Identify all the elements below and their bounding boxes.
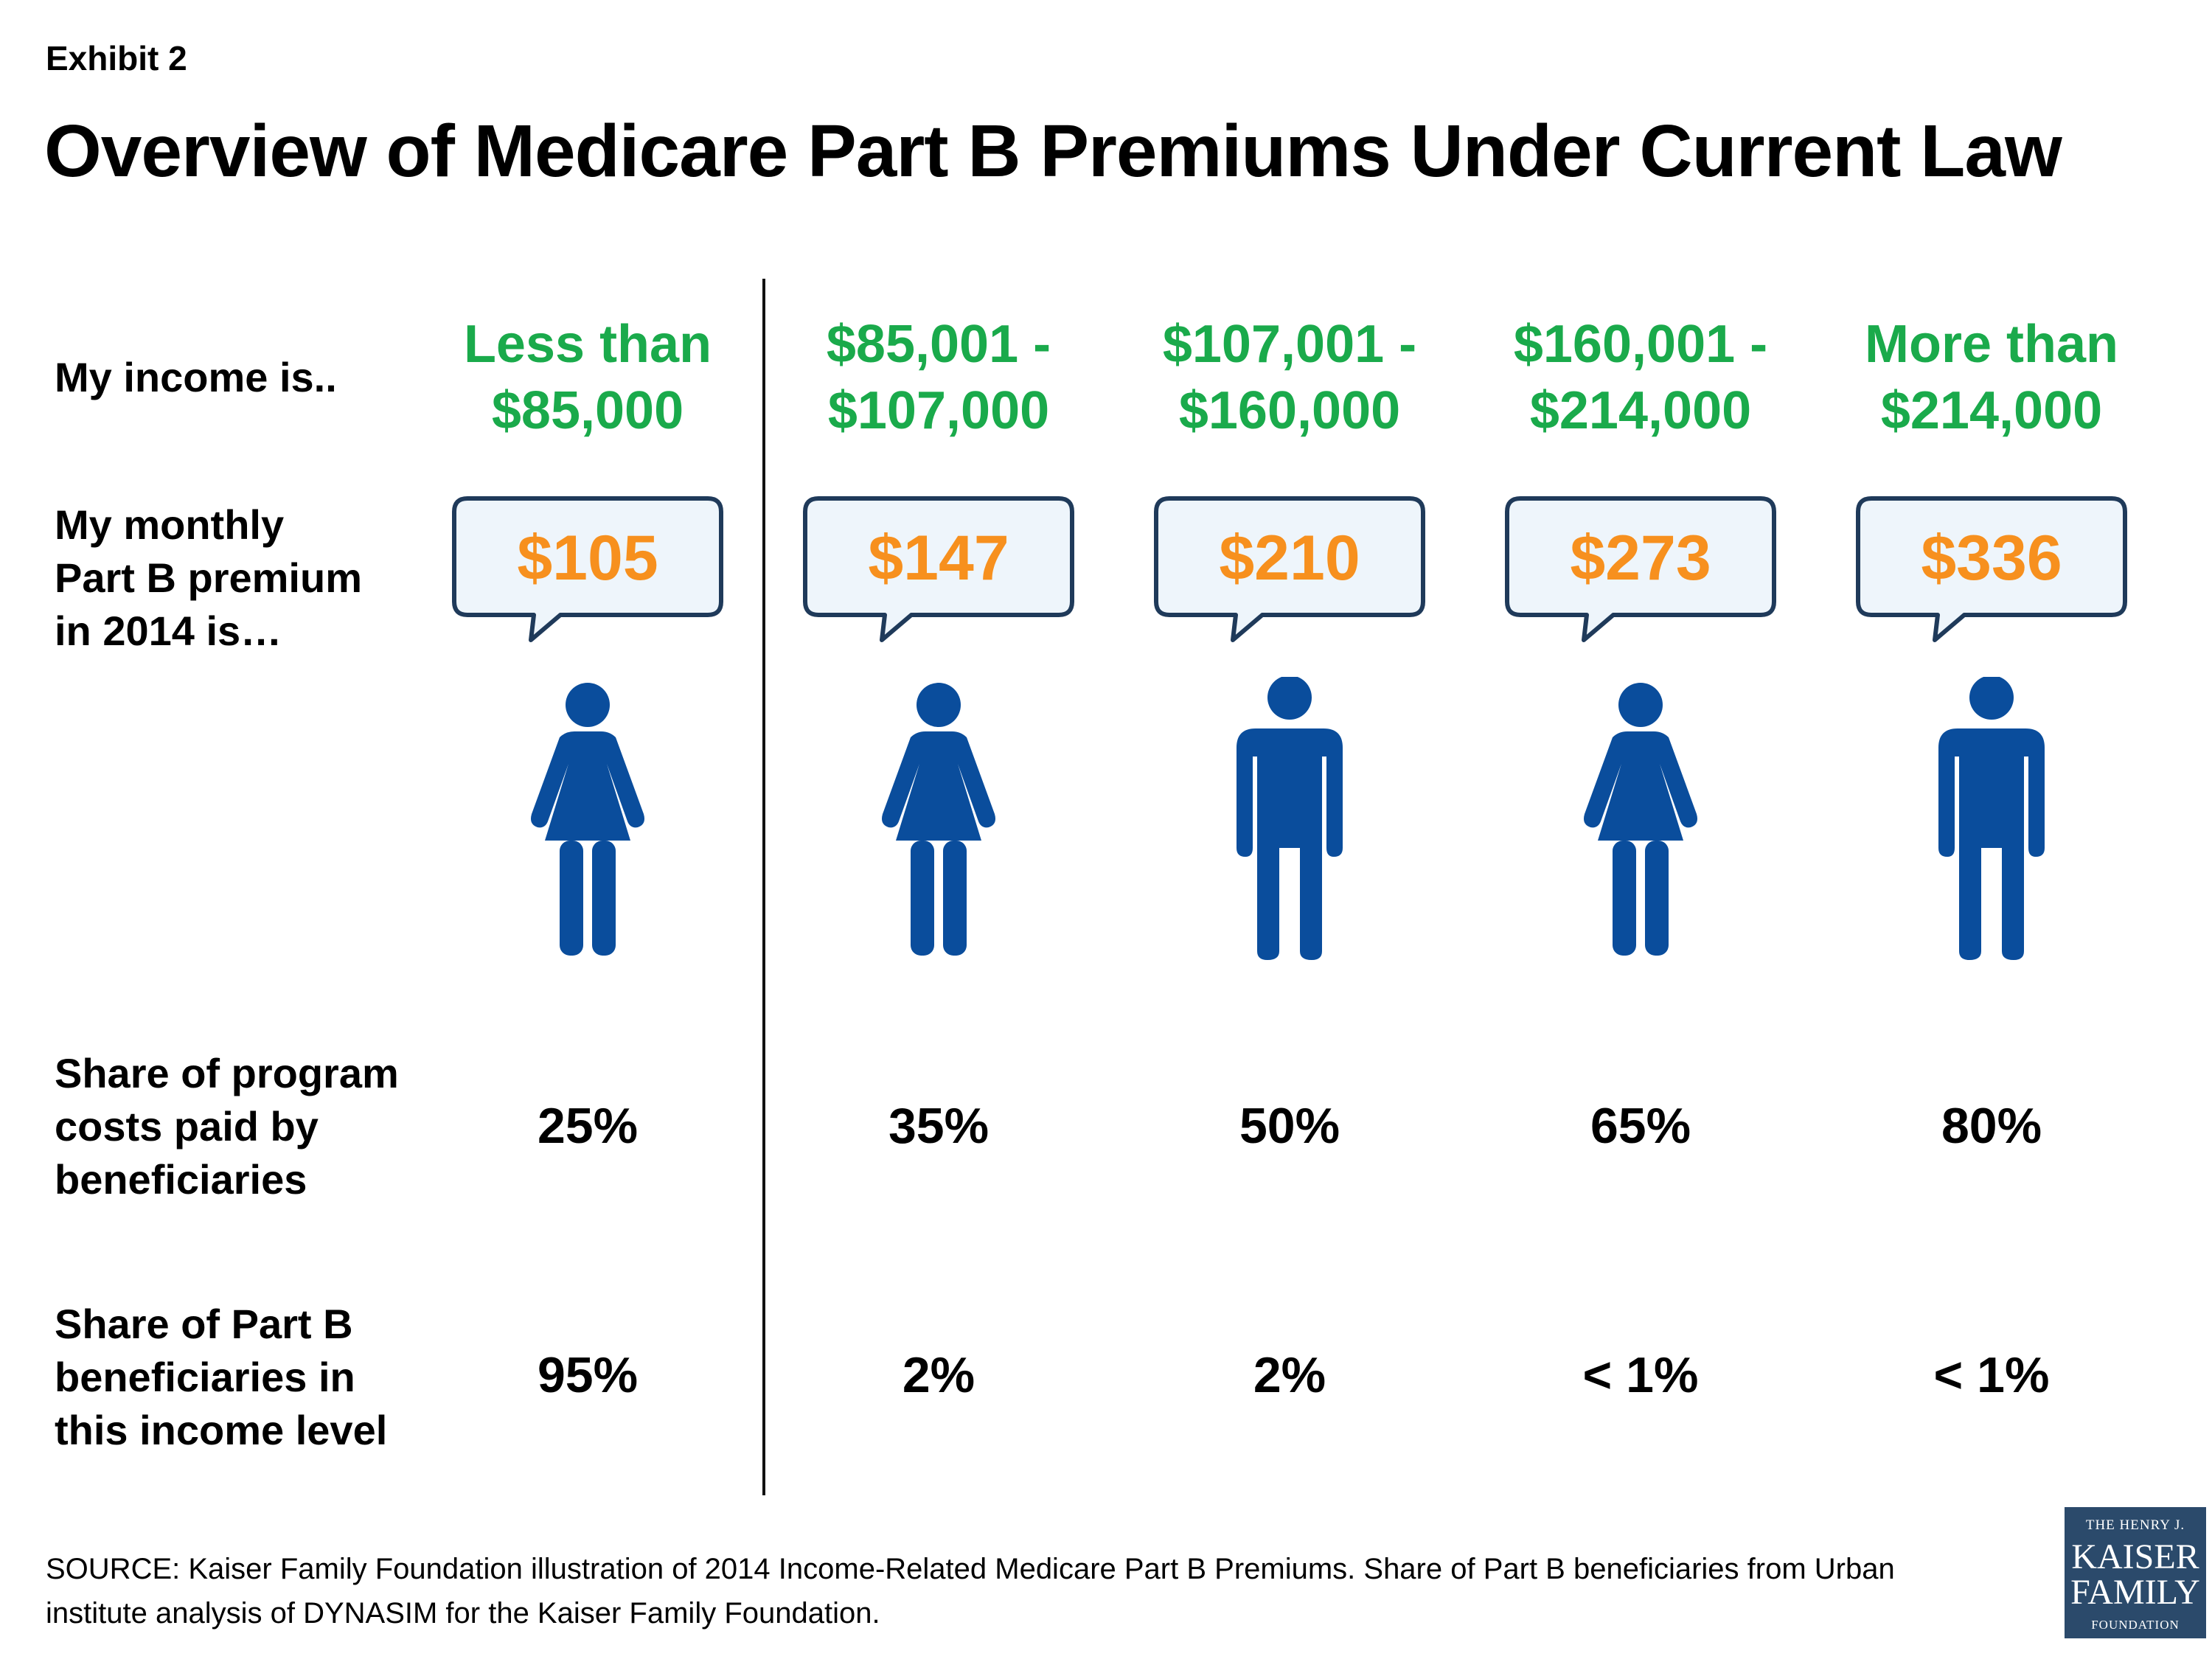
program-cost-share: 80% [1941,1098,2042,1154]
column-divider [762,279,765,1495]
premium-amount: $147 [868,523,1009,594]
income-range-line: $85,001 - [826,315,1051,374]
logo-line: FAMILY [2070,1573,2200,1612]
row-label-program-costs-line: beneficiaries [55,1156,307,1203]
income-range-line: $85,000 [491,381,684,440]
row-label-program-costs: Share of program costs paid by beneficia… [55,1047,399,1206]
income-range-line: $214,000 [1880,381,2103,440]
exhibit-label: Exhibit 2 [46,39,187,77]
row-label-program-costs-line: Share of program [55,1050,399,1096]
woman-icon [514,677,661,964]
premium-amount: $210 [1219,523,1360,594]
beneficiary-share: < 1% [1933,1347,2050,1403]
beneficiary-share: 2% [1253,1347,1326,1403]
program-cost-share: 35% [888,1098,990,1154]
row-label-income: My income is.. [55,354,337,400]
program-cost-share: 25% [537,1098,639,1154]
man-icon [1918,675,2065,964]
row-label-beneficiaries-line: this income level [55,1407,388,1453]
income-range-label: $160,001 - $214,000 [1467,311,1814,444]
income-range-line: $160,000 [1178,381,1401,440]
woman-icon [1567,677,1714,964]
woman-icon [865,677,1012,964]
man-icon [1216,675,1363,964]
program-cost-share: 65% [1590,1098,1691,1154]
logo-line: THE HENRY J. [2085,1517,2185,1533]
kff-logo: THE HENRY J. KAISER FAMILY FOUNDATION [2065,1507,2206,1638]
row-label-premium-line: in 2014 is… [55,608,282,654]
row-label-beneficiaries-line: beneficiaries in [55,1354,355,1400]
income-range-label: Less than $85,000 [414,311,761,444]
premium-speech-bubble: $105 [451,495,724,658]
premium-speech-bubble: $147 [802,495,1075,658]
row-label-beneficiaries: Share of Part B beneficiaries in this in… [55,1298,387,1457]
row-label-program-costs-line: costs paid by [55,1103,319,1150]
beneficiary-share: 2% [902,1347,975,1403]
premium-amount: $336 [1921,523,2062,594]
premium-speech-bubble: $336 [1855,495,2128,658]
income-range-line: More than [1864,315,2118,374]
premium-speech-bubble: $210 [1153,495,1426,658]
income-range-line: $214,000 [1529,381,1752,440]
income-range-line: $107,001 - [1162,315,1417,374]
income-range-line: $107,000 [827,381,1050,440]
income-range-label: $85,001 - $107,000 [765,311,1112,444]
row-label-premium: My monthly Part B premium in 2014 is… [55,498,362,658]
source-note: SOURCE: Kaiser Family Foundation illustr… [46,1553,1895,1630]
program-cost-share: 50% [1239,1098,1340,1154]
row-label-premium-line: My monthly [55,501,285,548]
beneficiary-share: < 1% [1582,1347,1699,1403]
premium-amount: $273 [1570,523,1711,594]
premium-speech-bubble: $273 [1504,495,1777,658]
premium-amount: $105 [517,523,658,594]
logo-line: KAISER [2071,1537,2199,1576]
income-range-label: More than $214,000 [1818,311,2165,444]
beneficiary-share: 95% [537,1347,639,1403]
income-range-line: $160,001 - [1513,315,1768,374]
row-label-beneficiaries-line: Share of Part B [55,1301,353,1347]
income-range-label: $107,001 - $160,000 [1116,311,1463,444]
page-title: Overview of Medicare Part B Premiums Und… [44,110,2062,192]
row-label-premium-line: Part B premium [55,554,362,601]
logo-line: FOUNDATION [2091,1618,2180,1632]
income-range-line: Less than [463,315,712,374]
